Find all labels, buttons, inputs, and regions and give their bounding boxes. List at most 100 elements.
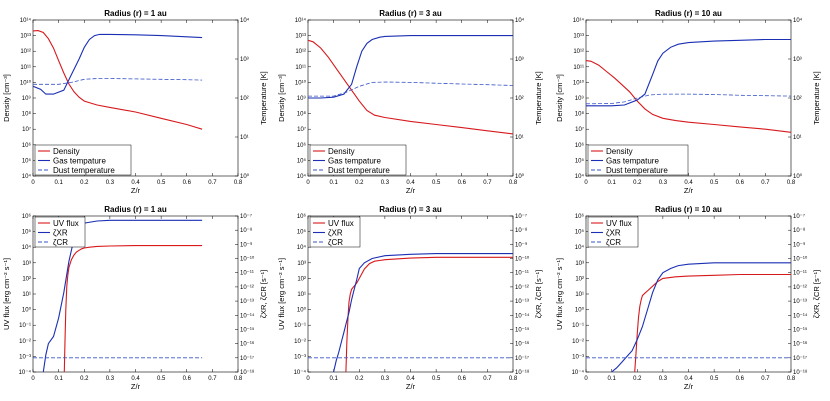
y-left-tick-label: 10⁵ xyxy=(575,157,585,164)
legend-label: Density xyxy=(53,147,80,156)
chart-panel-1: Radius (r) = 1 au 0 0.1 0.2 0.3 0.4 0.5 0.6 0.7 0… xyxy=(2,9,268,195)
x-tick-label: 0.8 xyxy=(787,180,796,186)
series-line-density xyxy=(308,39,513,135)
x-axis-label: Z/r xyxy=(131,382,141,391)
y-left-tick-label: 10³ xyxy=(297,261,306,267)
y-left-tick-label: 10⁵ xyxy=(297,157,307,164)
y-right-tick-label: 10⁻¹⁶ xyxy=(515,341,530,348)
y-right-tick-label: 10⁻¹⁴ xyxy=(240,312,255,319)
x-tick-label: 0.5 xyxy=(157,180,166,186)
y-right-axis-label: ζXR, ζCR [s⁻¹] xyxy=(534,270,543,319)
x-tick-label: 0.6 xyxy=(736,376,745,382)
y-left-axis-label: UV flux [erg cm⁻² s⁻¹] xyxy=(2,258,11,330)
y-right-tick-label: 10⁻¹⁴ xyxy=(793,312,808,319)
series-line-xr xyxy=(611,262,791,372)
y-left-tick-label: 10⁻¹ xyxy=(19,323,31,329)
y-right-tick-label: 10⁻¹¹ xyxy=(240,271,254,277)
y-left-axis-label: Density [cm⁻³] xyxy=(555,74,564,122)
legend-box xyxy=(587,144,689,176)
y-right-axis-label: ζXR, ζCR [s⁻¹] xyxy=(812,270,821,319)
x-tick-label: 0.1 xyxy=(329,376,338,382)
y-right-tick-label: 10¹ xyxy=(515,135,524,141)
y-right-tick-label: 10⁰ xyxy=(793,173,803,180)
x-tick-label: 0.6 xyxy=(183,180,192,186)
x-tick-label: 0.2 xyxy=(633,376,642,382)
y-left-tick-label: 10³ xyxy=(22,261,31,267)
series-group xyxy=(308,35,513,135)
x-tick-label: 0.4 xyxy=(684,180,693,186)
x-tick-label: 0.1 xyxy=(607,376,616,382)
legend-label: Dust temperature xyxy=(328,166,390,175)
y-left-tick-label: 10⁵ xyxy=(297,229,307,236)
y-right-tick-label: 10⁻⁸ xyxy=(793,227,806,234)
y-left-tick-label: 10¹⁰ xyxy=(20,79,32,86)
x-tick-label: 0.8 xyxy=(787,376,796,382)
y-right-axis-label: Temperature [K] xyxy=(812,71,821,124)
series-line-gas-tempature xyxy=(33,33,203,95)
y-right-tick-label: 10³ xyxy=(515,57,524,63)
x-axis-label: Z/r xyxy=(131,186,141,195)
y-right-tick-label: 10⁻¹³ xyxy=(240,299,254,305)
x-tick-label: 0.6 xyxy=(458,376,467,382)
x-axis-label: Z/r xyxy=(406,382,416,391)
legend-label: ζXR xyxy=(606,229,621,238)
y-left-tick-label: 10⁷ xyxy=(575,126,584,133)
x-tick-label: 0.2 xyxy=(355,180,364,186)
y-left-tick-label: 10¹² xyxy=(295,49,306,55)
y-left-tick-label: 10⁸ xyxy=(22,111,32,118)
y-right-tick-label: 10⁻¹⁸ xyxy=(240,369,255,376)
x-tick-label: 0.3 xyxy=(381,180,390,186)
legend-label: ζXR xyxy=(328,229,343,238)
y-left-tick-label: 10⁰ xyxy=(575,307,585,314)
legend-label: ζCR xyxy=(606,238,621,247)
chart-panel-3: Radius (r) = 10 au 0 0.1 0.2 0.3 0.4 0.5 0.6 0.7… xyxy=(555,9,821,195)
y-left-tick-label: 10⁸ xyxy=(297,111,307,118)
y-left-tick-label: 10¹² xyxy=(20,49,31,55)
x-tick-label: 0.7 xyxy=(483,180,492,186)
x-tick-label: 0.1 xyxy=(54,376,63,382)
x-tick-label: 0.1 xyxy=(607,180,616,186)
y-left-tick-label: 10¹⁴ xyxy=(573,17,585,24)
y-left-tick-label: 10⁵ xyxy=(575,229,585,236)
y-left-tick-label: 10⁻⁴ xyxy=(19,369,32,376)
y-right-tick-label: 10⁻¹⁷ xyxy=(240,355,254,362)
y-right-tick-label: 10⁻⁷ xyxy=(240,213,252,220)
legend-label: Dust temperature xyxy=(53,166,115,175)
y-right-tick-label: 10⁻¹⁰ xyxy=(515,256,530,263)
y-left-axis-label: Density [cm⁻³] xyxy=(2,74,11,122)
y-left-tick-label: 10⁴ xyxy=(575,244,585,251)
x-axis-label: Z/r xyxy=(406,186,416,195)
y-left-tick-label: 10⁻³ xyxy=(572,354,584,360)
y-left-tick-label: 10⁴ xyxy=(22,244,32,251)
y-left-tick-label: 10⁻⁴ xyxy=(294,369,307,376)
legend-label: UV flux xyxy=(53,219,79,228)
y-left-tick-label: 10² xyxy=(297,276,306,282)
y-right-tick-label: 10⁴ xyxy=(515,17,525,24)
y-right-tick-label: 10² xyxy=(240,96,249,102)
y-left-tick-label: 10¹¹ xyxy=(573,65,584,71)
y-left-tick-label: 10¹ xyxy=(575,292,584,298)
y-right-tick-label: 10⁻¹⁵ xyxy=(793,326,808,333)
y-right-tick-label: 10⁻⁹ xyxy=(240,241,253,248)
series-line-dust-temperature xyxy=(308,81,513,97)
y-left-tick-label: 10² xyxy=(575,276,584,282)
x-tick-label: 0.7 xyxy=(761,376,770,382)
y-left-tick-label: 10¹¹ xyxy=(20,65,31,71)
x-tick-label: 0 xyxy=(31,180,35,186)
y-right-tick-label: 10⁻¹⁰ xyxy=(793,256,808,263)
y-left-tick-label: 10¹³ xyxy=(295,34,306,40)
x-tick-label: 0.2 xyxy=(355,376,364,382)
y-left-tick-label: 10¹² xyxy=(573,49,584,55)
series-line-dust-temperature xyxy=(33,78,203,85)
series-line-gas-tempature xyxy=(308,35,513,99)
y-left-axis-label: Density [cm⁻³] xyxy=(277,74,286,122)
legend-label: Dust temperature xyxy=(606,166,668,175)
y-left-tick-label: 10⁴ xyxy=(297,173,307,180)
y-right-tick-label: 10⁻¹⁸ xyxy=(793,369,808,376)
y-left-axis-label: UV flux [erg cm⁻² s⁻¹] xyxy=(277,258,286,330)
series-line-xr xyxy=(333,253,513,372)
x-tick-label: 0.6 xyxy=(183,376,192,382)
